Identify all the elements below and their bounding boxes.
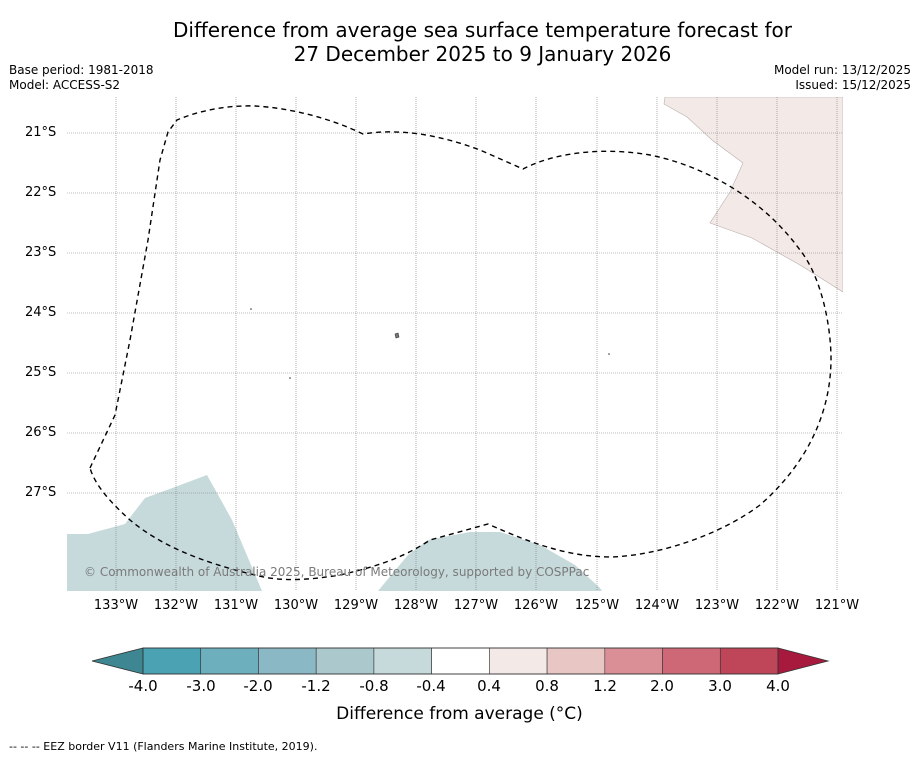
model-name: Model: ACCESS-S2 [9, 78, 121, 92]
colorbar-title: Difference from average (°C) [336, 704, 583, 724]
colorbar-low-extension [91, 647, 144, 675]
colorbar-segment [604, 647, 663, 675]
lon-label: 124°W [634, 598, 680, 613]
lon-label: 131°W [213, 598, 259, 613]
colorbar-segment [719, 647, 779, 675]
lon-label: 128°W [393, 598, 439, 613]
map-area [67, 97, 843, 591]
colorbar-segment [142, 647, 202, 675]
colorbar-tick-label: 4.0 [766, 677, 790, 695]
colorbar-segment [373, 647, 432, 675]
lat-label: 26°S [25, 425, 57, 440]
colorbar-tick-label: -2.0 [243, 677, 273, 695]
meta-left: Base period: 1981-2018 Model: ACCESS-S2 [9, 63, 154, 93]
colorbar-segment [200, 647, 259, 675]
copyright-notice: © Commonwealth of Australia 2025, Bureau… [84, 565, 590, 579]
lat-label: 24°S [25, 305, 57, 320]
colorbar-tick-label: 2.0 [650, 677, 674, 695]
model-run: Model run: 13/12/2025 [773, 63, 911, 77]
cool-anomaly-center [378, 532, 602, 591]
lon-label: 132°W [153, 598, 199, 613]
lon-label: 129°W [333, 598, 379, 613]
lon-label: 133°W [93, 598, 139, 613]
colorbar-segment [662, 647, 721, 675]
colorbar-tick-label: 1.2 [593, 677, 617, 695]
colorbar-tick-label: 3.0 [708, 677, 732, 695]
base-period: Base period: 1981-2018 [9, 63, 154, 77]
lat-label: 25°S [25, 365, 57, 380]
lon-label: 121°W [814, 598, 860, 613]
lon-label: 125°W [574, 598, 620, 613]
colorbar-tick-label: -0.4 [416, 677, 446, 695]
meta-right: Model run: 13/12/2025 Issued: 15/12/2025 [774, 63, 911, 93]
colorbar-frame [142, 647, 779, 675]
lon-label: 130°W [273, 598, 319, 613]
colorbar-tick-label: -1.2 [301, 677, 331, 695]
lat-label: 23°S [25, 245, 57, 260]
lat-label: 21°S [25, 125, 57, 140]
lon-label: 127°W [453, 598, 499, 613]
lat-label: 27°S [25, 485, 57, 500]
title-line-2: 27 December 2025 to 9 January 2026 [293, 42, 672, 66]
colorbar-segment [546, 647, 606, 675]
colorbar-segment [315, 647, 375, 675]
colorbar-tick-label: 0.4 [477, 677, 501, 695]
colorbar-tick-label: 0.8 [535, 677, 559, 695]
colorbar-segment [489, 647, 548, 675]
island [394, 332, 400, 339]
islands [250, 308, 610, 379]
island [250, 308, 252, 310]
colorbar [91, 647, 830, 675]
colorbar-segment [258, 647, 317, 675]
lon-label: 122°W [754, 598, 800, 613]
island [608, 353, 610, 355]
island [289, 377, 291, 379]
issued-date: Issued: 15/12/2025 [795, 78, 911, 92]
footer-note: -- -- -- EEZ border V11 (Flanders Marine… [9, 740, 318, 753]
warm-anomaly-region [663, 97, 843, 293]
map-title: Difference from average sea surface temp… [0, 18, 919, 66]
title-line-1: Difference from average sea surface temp… [172, 18, 792, 42]
lon-label: 123°W [694, 598, 740, 613]
eez-border [89, 105, 832, 581]
colorbar-tick-label: -3.0 [186, 677, 216, 695]
colorbar-tick-label: -4.0 [128, 677, 158, 695]
colorbar-tick-label: -0.8 [359, 677, 389, 695]
lat-label: 22°S [25, 185, 57, 200]
colorbar-high-extension [777, 647, 830, 675]
colorbar-segment [431, 647, 490, 675]
lon-label: 126°W [513, 598, 559, 613]
graticule [67, 97, 843, 591]
